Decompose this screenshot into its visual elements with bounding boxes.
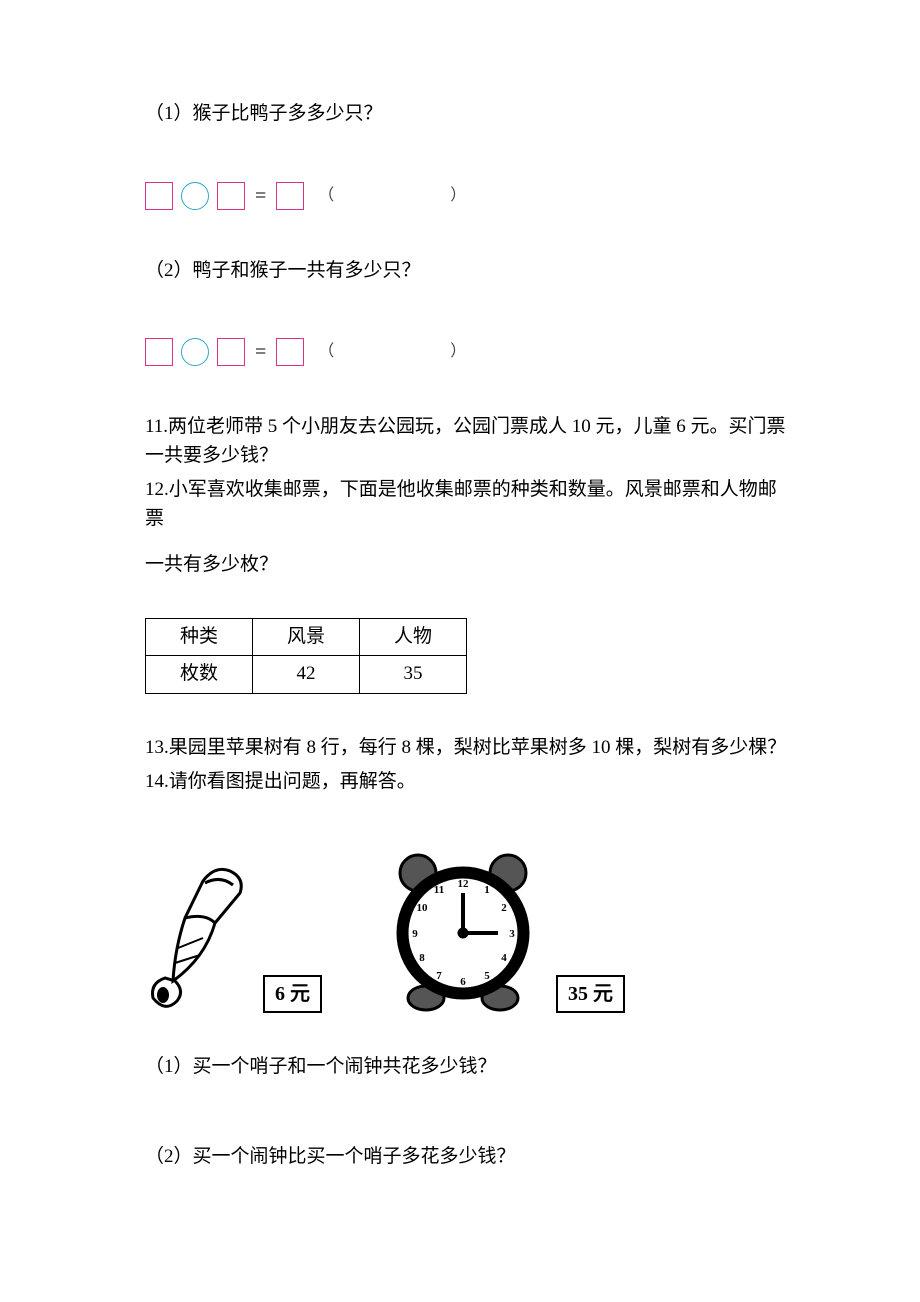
- td-person-n: 35: [360, 656, 467, 694]
- svg-text:9: 9: [412, 928, 418, 940]
- alarm-clock-icon: 12 1 2 3 4 5 6 7 8 9 10 11: [378, 843, 548, 1013]
- paren-blank: （ ）: [312, 340, 494, 364]
- q-sub2: （2）鸭子和猴子一共有多少只？: [145, 257, 790, 286]
- svg-text:10: 10: [417, 902, 429, 914]
- svg-text:8: 8: [419, 952, 425, 964]
- blank-circle: [181, 338, 209, 366]
- td-count-label: 枚数: [146, 656, 253, 694]
- th-scenery: 风景: [253, 618, 360, 656]
- whistle-price: 6 元: [263, 975, 322, 1013]
- blank-square: [145, 338, 173, 366]
- q14: 14.请你看图提出问题，再解答。: [145, 768, 790, 797]
- spacer: [145, 135, 790, 175]
- svg-text:12: 12: [458, 878, 470, 890]
- whistle-product: 6 元: [145, 863, 322, 1013]
- svg-text:5: 5: [484, 970, 490, 982]
- svg-text:1: 1: [484, 884, 490, 896]
- spacer: [145, 803, 790, 831]
- paren-blank: （ ）: [312, 184, 494, 208]
- whistle-figure-price: 6 元: [145, 863, 322, 1013]
- spacer: [145, 1013, 790, 1053]
- svg-text:7: 7: [436, 970, 442, 982]
- spacer: [145, 539, 790, 551]
- product-row: 6 元: [145, 843, 790, 1013]
- q-sub1: （1）猴子比鸭子多多少只？: [145, 100, 790, 129]
- spacer: [145, 373, 790, 413]
- blank-square: [276, 182, 304, 210]
- blank-square: [217, 182, 245, 210]
- stamp-table: 种类 风景 人物 枚数 42 35: [145, 618, 467, 694]
- spacer: [145, 586, 790, 614]
- svg-text:3: 3: [509, 928, 515, 940]
- blank-circle: [181, 182, 209, 210]
- spacer: [145, 694, 790, 734]
- spacer: [145, 291, 790, 331]
- q12-b: 一共有多少枚？: [145, 551, 790, 580]
- svg-text:11: 11: [434, 884, 444, 896]
- q11: 11.两位老师带 5 个小朋友去公园玩，公园门票成人 10 元，儿童 6 元。买…: [145, 413, 790, 470]
- blank-square: [217, 338, 245, 366]
- clock-price: 35 元: [556, 975, 625, 1013]
- table-row: 种类 风景 人物: [146, 618, 467, 656]
- clock-product: 12 1 2 3 4 5 6 7 8 9 10 11 35 元: [378, 843, 625, 1013]
- document-page: （1）猴子比鸭子多多少只？ = （ ） （2）鸭子和猴子一共有多少只？ = （ …: [0, 0, 920, 1258]
- th-kind: 种类: [146, 618, 253, 656]
- whistle-icon: [145, 863, 255, 1013]
- svg-text:4: 4: [501, 952, 507, 964]
- td-scenery-n: 42: [253, 656, 360, 694]
- svg-text:2: 2: [501, 902, 507, 914]
- equation-row-1: = （ ）: [145, 181, 790, 211]
- q12-a: 12.小军喜欢收集邮票，下面是他收集邮票的种类和数量。风景邮票和人物邮票: [145, 476, 790, 533]
- q13: 13.果园里苹果树有 8 行，每行 8 棵，梨树比苹果树多 10 棵，梨树有多少…: [145, 734, 790, 763]
- clock-figure-price: 12 1 2 3 4 5 6 7 8 9 10 11 35 元: [378, 843, 625, 1013]
- equation-row-2: = （ ）: [145, 337, 790, 367]
- th-person: 人物: [360, 618, 467, 656]
- blank-square: [145, 182, 173, 210]
- table-row: 枚数 42 35: [146, 656, 467, 694]
- svg-text:6: 6: [460, 976, 466, 988]
- equals-sign: =: [253, 181, 268, 211]
- q14-2: （2）买一个闹钟比买一个哨子多花多少钱？: [145, 1143, 790, 1172]
- spacer: [145, 217, 790, 257]
- equals-sign: =: [253, 337, 268, 367]
- blank-square: [276, 338, 304, 366]
- spacer: [145, 1087, 790, 1143]
- q14-1: （1）买一个哨子和一个闹钟共花多少钱？: [145, 1053, 790, 1082]
